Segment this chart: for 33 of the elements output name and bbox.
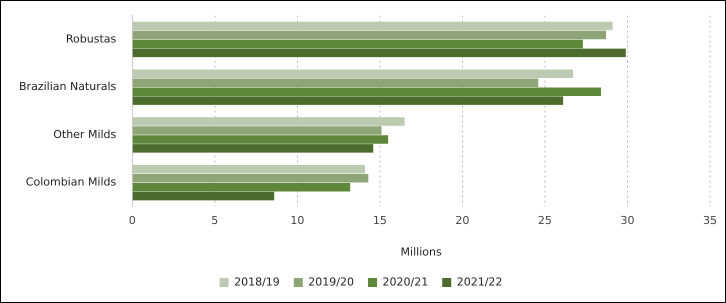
x-tick-label: 5 [211,214,218,228]
x-tick-label: 25 [538,214,552,228]
bar [132,165,366,174]
bar [132,40,583,48]
y-tick-label: Brazilian Naturals [19,80,117,94]
bar [132,78,538,87]
bar [132,117,405,126]
y-tick-label: Other Milds [53,128,117,141]
bar [132,48,626,58]
x-tick-label: 35 [703,214,717,228]
bar [132,70,573,78]
bar [132,87,602,96]
bar [132,174,368,182]
x-tick-label: 0 [128,214,136,228]
bar [132,22,613,30]
x-tick-label: 15 [372,214,387,228]
x-axis-title: Millions [400,245,442,258]
x-tick-label: 30 [620,214,634,228]
bar [132,96,564,105]
x-tick-label: 20 [455,214,470,228]
bar [132,144,374,153]
legend-label: 2019/20 [308,275,354,288]
legend-label: 2020/21 [382,275,428,288]
bar [132,182,350,192]
y-tick-label: Robustas [66,32,117,46]
bar [132,30,606,40]
bar [132,192,274,200]
bar [132,135,388,144]
y-tick-label: Colombian Milds [26,176,117,189]
bar [132,126,382,135]
x-tick-label: 10 [290,214,304,228]
legend-label: 2018/19 [234,275,280,288]
legend-label: 2021/22 [456,275,502,288]
